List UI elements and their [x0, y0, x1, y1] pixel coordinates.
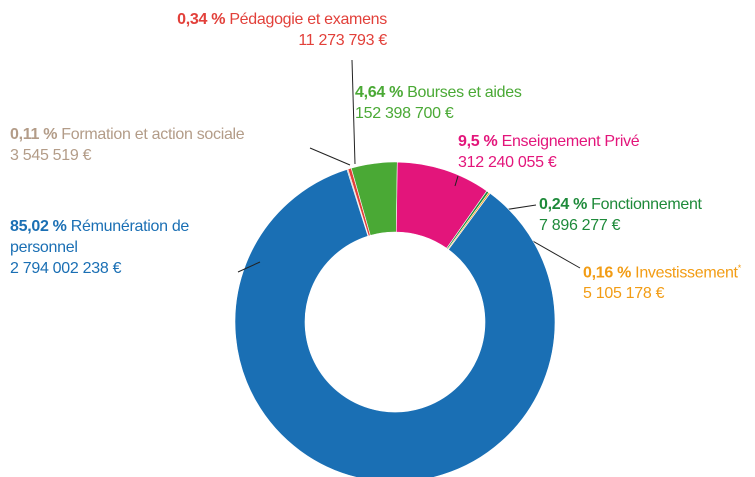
slice-name: Fonctionnement — [591, 196, 702, 213]
slice — [234, 169, 556, 477]
percent-label: 0,24 % — [539, 196, 588, 213]
slice-label: 0,34 % Pédagogie et examens 11 273 793 € — [177, 9, 387, 51]
percent-label: 9,5 % — [458, 133, 498, 150]
amount-label: 152 398 700 € — [355, 105, 454, 122]
slice-label: 0,24 % Fonctionnement 7 896 277 € — [539, 194, 702, 236]
amount-label: 7 896 277 € — [539, 217, 621, 234]
percent-label: 0,34 % — [177, 11, 226, 28]
percent-label: 85,02 % — [10, 218, 67, 235]
amount-label: 2 794 002 238 € — [10, 260, 122, 277]
label-title: 85,02 % Rémunération de personnel — [10, 216, 215, 258]
leader-line — [309, 147, 351, 166]
footnote-mark: * — [737, 263, 742, 273]
label-title: 0,24 % Fonctionnement — [539, 194, 702, 215]
label-title: 0,11 % Formation et action sociale — [10, 124, 245, 145]
slice-name: Rémunération de personnel — [10, 218, 190, 256]
percent-label: 0,16 % — [583, 264, 632, 282]
leader-line — [237, 261, 261, 273]
amount-label: 5 105 178 € — [583, 285, 665, 303]
slice-name: Enseignement Privé — [501, 133, 640, 150]
slice-label: 4,64 % Bourses et aides 152 398 700 € — [355, 82, 522, 124]
leader-line — [351, 59, 356, 165]
label-title: 0,16 % Investissement* — [583, 258, 741, 283]
slice-label: 85,02 % Rémunération de personnel 2 794 0… — [10, 216, 215, 279]
leader-line — [454, 175, 459, 187]
percent-label: 0,11 % — [10, 126, 58, 143]
amount-label: 11 273 793 € — [298, 32, 387, 49]
slice-name: Investissement — [635, 264, 738, 282]
slice-name: Bourses et aides — [407, 84, 522, 101]
percent-label: 4,64 % — [355, 84, 404, 101]
amount-label: 312 240 055 € — [458, 154, 557, 171]
label-title: 0,34 % Pédagogie et examens — [177, 9, 387, 30]
label-title: 4,64 % Bourses et aides — [355, 82, 522, 103]
slice-label: 0,16 % Investissement* 5 105 178 € — [583, 258, 741, 304]
slice-name: Formation et action sociale — [61, 126, 245, 143]
slice-label: 0,11 % Formation et action sociale 3 545 … — [10, 124, 245, 166]
slice-label: 9,5 % Enseignement Privé 312 240 055 € — [458, 131, 640, 173]
label-title: 9,5 % Enseignement Privé — [458, 131, 640, 152]
amount-label: 3 545 519 € — [10, 147, 92, 164]
slice-name: Pédagogie et examens — [229, 11, 387, 28]
